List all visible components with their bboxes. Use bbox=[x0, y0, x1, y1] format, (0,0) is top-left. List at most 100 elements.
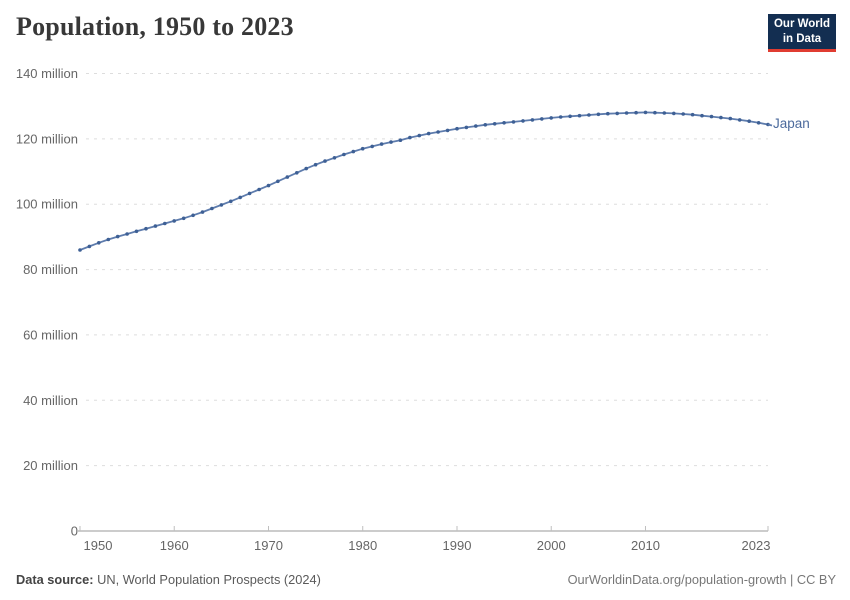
x-axis-label: 1950 bbox=[84, 538, 113, 553]
x-axis-label: 2010 bbox=[631, 538, 660, 553]
data-point bbox=[332, 156, 337, 160]
data-point bbox=[191, 213, 195, 218]
data-point bbox=[700, 113, 704, 118]
data-point bbox=[511, 120, 516, 124]
data-point bbox=[549, 116, 553, 120]
data-point bbox=[672, 111, 676, 116]
data-point bbox=[313, 162, 318, 167]
data-point bbox=[492, 122, 497, 126]
data-point bbox=[87, 244, 92, 249]
x-axis-label: 1960 bbox=[160, 538, 189, 553]
data-point bbox=[238, 195, 242, 200]
data-point bbox=[643, 110, 648, 115]
data-point bbox=[163, 221, 167, 226]
data-point bbox=[634, 110, 638, 115]
japan-population-line bbox=[79, 111, 769, 251]
data-source-text: UN, World Population Prospects (2024) bbox=[97, 572, 321, 587]
chart-title: Population, 1950 to 2023 bbox=[16, 12, 294, 41]
data-point bbox=[596, 112, 601, 117]
y-axis-label: 0 bbox=[71, 524, 78, 539]
data-point bbox=[78, 248, 82, 252]
data-point bbox=[257, 187, 261, 192]
owid-url-license[interactable]: OurWorldinData.org/population-growth | C… bbox=[567, 572, 836, 587]
data-point bbox=[530, 118, 535, 122]
data-point bbox=[577, 113, 582, 118]
y-axis-label: 80 million bbox=[23, 262, 78, 277]
data-point bbox=[455, 126, 459, 131]
chart-footer: Data source: UN, World Population Prospe… bbox=[16, 572, 836, 587]
data-point bbox=[134, 229, 139, 234]
data-point bbox=[247, 191, 252, 196]
data-point bbox=[304, 166, 309, 171]
data-point bbox=[200, 210, 205, 214]
data-point bbox=[408, 135, 412, 140]
data-point bbox=[323, 159, 327, 163]
data-source-note: Data source: UN, World Population Prospe… bbox=[16, 572, 321, 587]
y-axis-label: 140 million bbox=[16, 66, 78, 81]
data-point bbox=[389, 140, 393, 144]
data-point bbox=[172, 219, 176, 223]
label-connector bbox=[767, 123, 773, 127]
x-axis-label: 2000 bbox=[537, 538, 566, 553]
data-point bbox=[229, 199, 233, 204]
data-point bbox=[737, 118, 742, 122]
data-point bbox=[181, 216, 186, 221]
data-point bbox=[276, 179, 280, 184]
data-point bbox=[295, 171, 299, 175]
data-point bbox=[474, 124, 478, 128]
data-point bbox=[370, 144, 375, 149]
data-point bbox=[285, 175, 290, 179]
data-point bbox=[445, 128, 450, 133]
series-label-japan: Japan bbox=[773, 116, 810, 132]
x-axis-label: 1970 bbox=[254, 538, 283, 553]
y-axis-label: 40 million bbox=[23, 393, 78, 408]
data-point bbox=[106, 237, 111, 242]
data-point bbox=[417, 133, 422, 138]
data-point bbox=[615, 111, 619, 116]
data-point bbox=[266, 183, 271, 188]
data-point bbox=[681, 112, 685, 116]
x-axis-label: 1980 bbox=[348, 538, 377, 553]
data-point bbox=[653, 110, 657, 115]
data-point bbox=[360, 146, 365, 151]
y-axis-label: 120 million bbox=[16, 131, 78, 146]
data-point bbox=[587, 113, 591, 117]
y-axis-label: 60 million bbox=[23, 327, 78, 342]
data-point bbox=[568, 114, 572, 119]
data-point bbox=[115, 234, 120, 239]
x-axis-label: 2023 bbox=[742, 538, 771, 553]
data-point bbox=[436, 130, 440, 134]
data-point bbox=[662, 111, 667, 115]
data-point bbox=[709, 114, 714, 119]
data-point bbox=[351, 149, 356, 154]
y-axis-label: 100 million bbox=[16, 197, 78, 212]
data-point bbox=[342, 152, 346, 157]
data-point bbox=[379, 142, 384, 146]
owid-logo-line2: in Data bbox=[782, 32, 822, 45]
data-point bbox=[756, 121, 761, 125]
owid-logo[interactable]: Our World in Data bbox=[768, 14, 836, 52]
data-point bbox=[153, 224, 158, 228]
data-point bbox=[521, 119, 525, 123]
x-axis-label: 1990 bbox=[443, 538, 472, 553]
data-point bbox=[558, 115, 563, 119]
data-point bbox=[624, 111, 629, 115]
data-point bbox=[144, 226, 148, 231]
data-point bbox=[426, 131, 431, 136]
owid-logo-line1: Our World bbox=[773, 18, 830, 31]
data-point bbox=[606, 111, 610, 116]
data-point bbox=[483, 123, 488, 127]
data-point bbox=[747, 119, 751, 123]
data-point bbox=[540, 117, 544, 121]
data-point bbox=[728, 116, 733, 121]
data-point bbox=[97, 241, 101, 245]
data-point bbox=[464, 125, 469, 130]
y-axis-label: 20 million bbox=[23, 458, 78, 473]
data-point bbox=[219, 203, 224, 207]
data-point bbox=[719, 115, 723, 120]
data-source-label: Data source: bbox=[16, 572, 94, 587]
data-point bbox=[125, 232, 129, 236]
data-point bbox=[690, 112, 695, 117]
